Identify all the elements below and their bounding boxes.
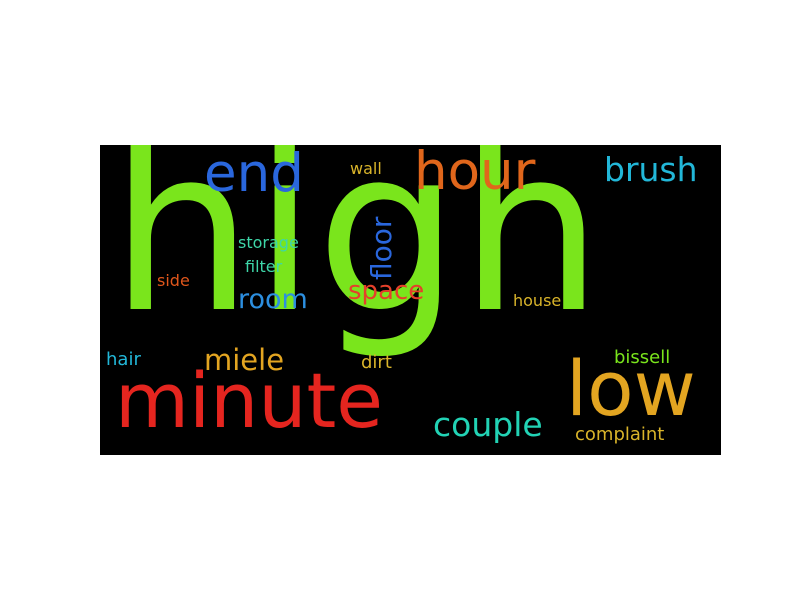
word-filter: filter xyxy=(245,257,283,276)
word-low: low xyxy=(566,344,696,433)
word-brush: brush xyxy=(604,150,698,189)
word-high: high xyxy=(110,145,603,363)
word-complaint: complaint xyxy=(575,424,665,445)
word-house: house xyxy=(513,291,562,310)
word-miele: miele xyxy=(204,343,285,377)
word-wall: wall xyxy=(350,159,382,178)
word-dirt: dirt xyxy=(361,352,392,373)
word-bissell: bissell xyxy=(614,347,671,368)
word-hour: hour xyxy=(414,145,536,202)
word-space: space xyxy=(348,276,425,306)
word-end: end xyxy=(204,145,304,204)
word-cloud: high minute low hour end brush couple fl… xyxy=(100,145,721,455)
word-couple: couple xyxy=(433,405,543,444)
word-floor: floor xyxy=(365,216,398,280)
word-room: room xyxy=(238,284,308,315)
word-minute: minute xyxy=(115,356,384,445)
word-hair: hair xyxy=(106,349,141,370)
word-side: side xyxy=(157,271,190,290)
word-storage: storage xyxy=(238,233,299,252)
